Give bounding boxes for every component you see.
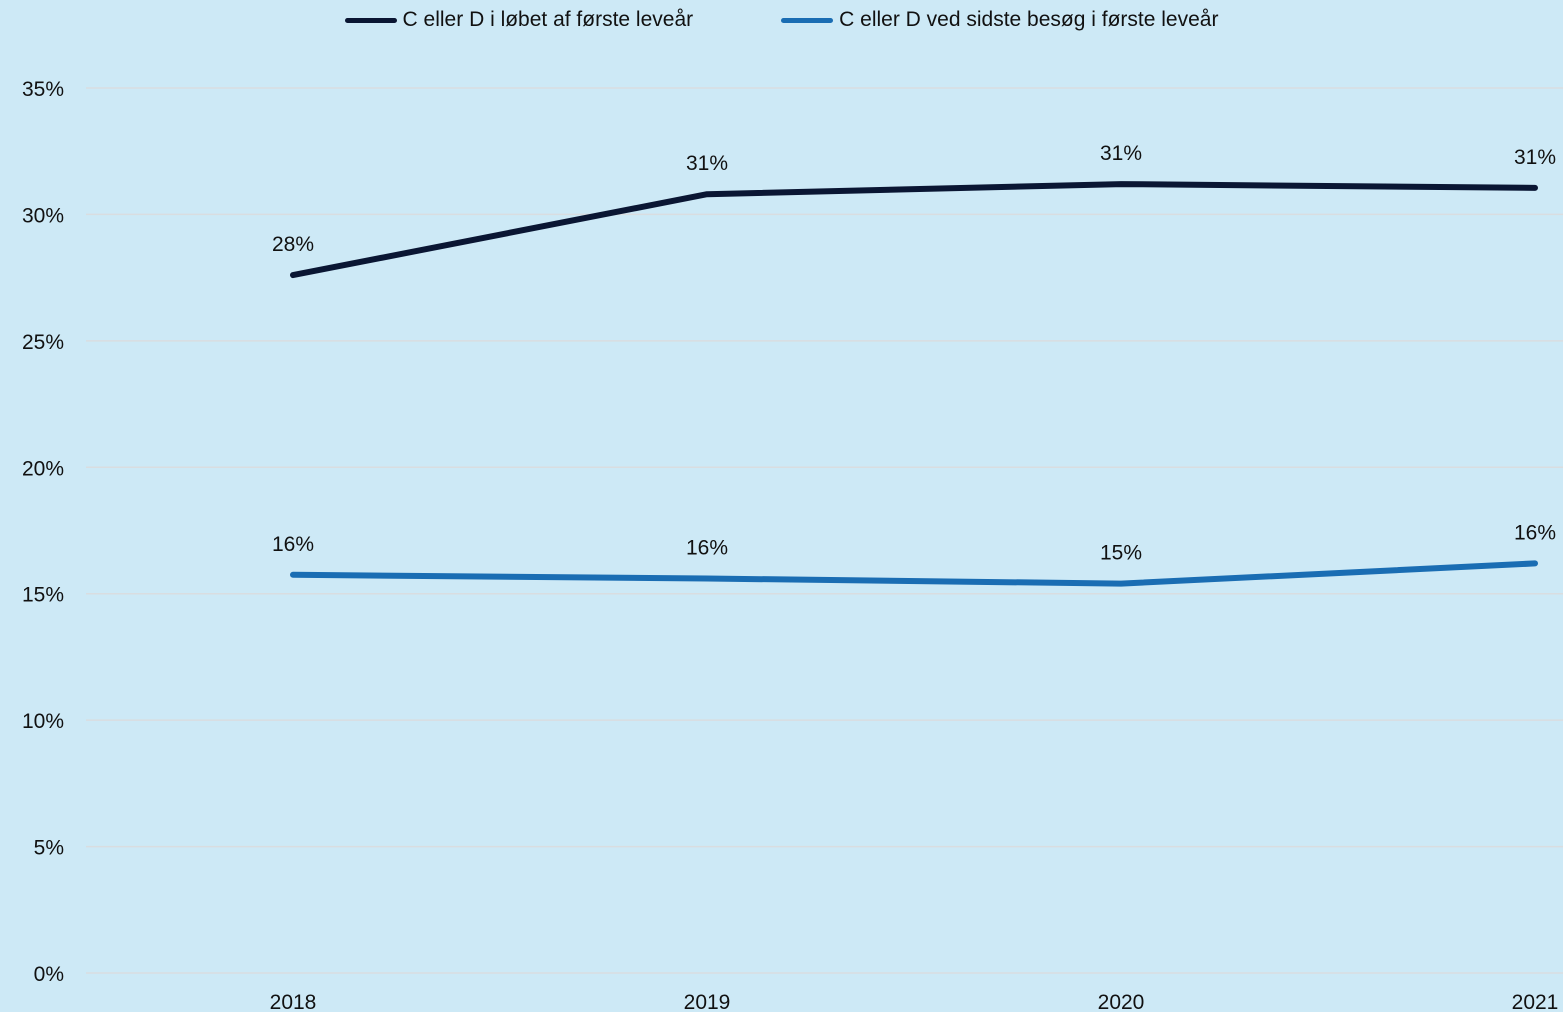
legend-label-series-1: C eller D i løbet af første leveår	[402, 8, 694, 31]
data-label: 15%	[1100, 542, 1142, 565]
legend-item-series-1: C eller D i løbet af første leveår	[344, 8, 694, 32]
series-line-2	[290, 560, 1538, 587]
x-tick-label: 2018	[270, 991, 317, 1012]
data-label: 31%	[1100, 142, 1142, 165]
data-label: 16%	[1514, 521, 1556, 544]
y-tick-label: 35%	[22, 78, 64, 101]
y-tick-label: 30%	[22, 204, 64, 227]
y-tick-label: 10%	[22, 710, 64, 733]
y-tick-label: 0%	[34, 963, 64, 986]
legend-swatch-series-2	[781, 17, 834, 23]
data-label: 31%	[1514, 146, 1556, 169]
legend-swatch-series-1	[344, 17, 397, 23]
x-tick-label: 2020	[1098, 991, 1145, 1012]
legend-label-series-2: C eller D ved sidste besøg i første leve…	[839, 8, 1219, 31]
data-label: 16%	[272, 533, 314, 556]
y-tick-label: 20%	[22, 457, 64, 480]
data-label: 16%	[686, 537, 728, 560]
y-tick-label: 15%	[22, 584, 64, 607]
legend-item-series-2: C eller D ved sidste besøg i første leve…	[781, 8, 1218, 32]
legend: C eller D i løbet af første leveår C ell…	[0, 8, 1563, 32]
x-tick-label: 2019	[684, 991, 731, 1012]
data-label: 31%	[686, 152, 728, 175]
y-tick-label: 5%	[34, 837, 64, 860]
data-label: 28%	[272, 233, 314, 256]
y-tick-label: 25%	[22, 331, 64, 354]
x-tick-label: 2021	[1512, 991, 1559, 1012]
series-line-1	[290, 181, 1538, 279]
